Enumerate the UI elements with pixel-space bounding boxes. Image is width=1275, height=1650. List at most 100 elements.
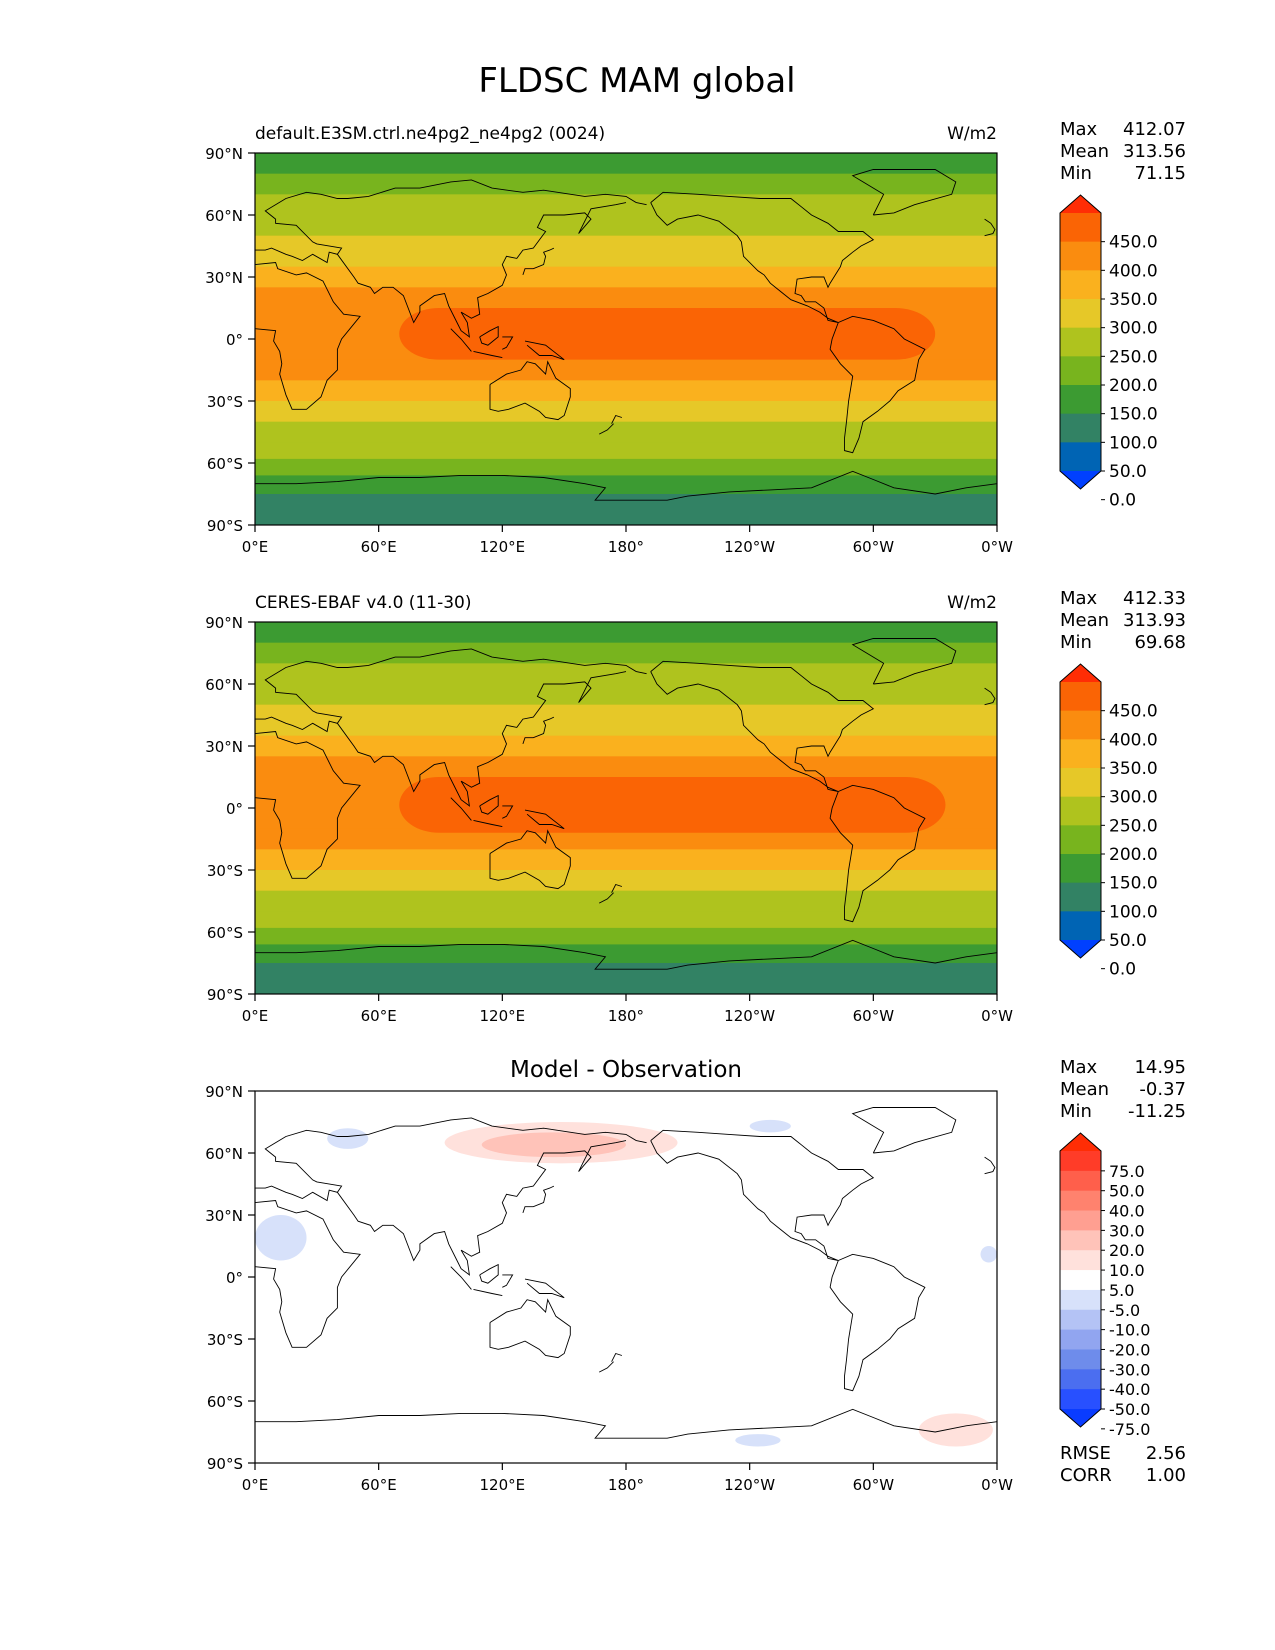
coastline: [337, 1140, 627, 1276]
colorbar-segment: [1060, 327, 1101, 357]
colorbar-segment: [1060, 299, 1101, 329]
colorbar-segment: [1060, 739, 1101, 769]
zonal-band: [255, 359, 997, 381]
zonal-band: [255, 704, 997, 737]
lon-tick-label: 60°E: [361, 1476, 397, 1494]
stat-label-mean: Mean: [1060, 141, 1109, 162]
coastline: [255, 1200, 361, 1348]
metric-label-rmse: RMSE: [1060, 1443, 1111, 1464]
colorbar-label: 10.0: [1109, 1261, 1145, 1280]
coastline: [489, 1298, 571, 1359]
colorbar-segment: [1060, 1389, 1101, 1410]
coastline: [650, 1129, 875, 1261]
lon-tick-label: 60°W: [853, 1007, 895, 1025]
coastline: [650, 191, 875, 323]
stat-value-mean: 313.93: [1123, 610, 1186, 631]
coastline: [611, 883, 623, 893]
colorbar-segment: [1060, 1151, 1101, 1172]
coastline: [611, 414, 623, 424]
coastline: [524, 340, 565, 361]
colorbar-segment: [1060, 1250, 1101, 1271]
colorbar-segment: [1060, 270, 1101, 300]
zonal-band: [255, 870, 997, 892]
zonal-band: [255, 890, 997, 912]
coastline: [502, 805, 514, 819]
coastline: [522, 716, 555, 745]
colorbar-label: -75.0: [1109, 1420, 1150, 1439]
anomaly-patch: [749, 1119, 791, 1133]
stat-value-mean: -0.37: [1139, 1079, 1186, 1100]
zonal-band: [255, 622, 997, 644]
coastline: [489, 829, 571, 890]
coastline: [337, 671, 627, 807]
stat-label-max: Max: [1060, 119, 1098, 140]
colorbar-segment: [1060, 1270, 1101, 1291]
colorbar-segment: [1060, 241, 1101, 271]
colorbar-segment: [1060, 1170, 1101, 1192]
colorbar-segment: [1060, 442, 1101, 472]
colorbar-segment: [1060, 1329, 1101, 1350]
lon-tick-label: 0°W: [981, 538, 1013, 556]
lat-tick-label: 30°S: [207, 1331, 243, 1349]
zonal-band: [255, 215, 997, 237]
lat-tick-label: 90°N: [205, 614, 243, 632]
colorbar-segment: [1060, 385, 1101, 415]
coastline: [255, 648, 647, 733]
coastline: [598, 1361, 614, 1373]
lat-tick-label: 60°N: [205, 1145, 243, 1163]
zonal-band: [255, 194, 997, 216]
panel-diff: Model - Observation 90°N 60°N 30°N 0° 30°S 60…: [205, 1057, 1186, 1494]
panel-ref: CERES-EBAF v4.0 (11-30) W/m2 90°N 60°N 30°…: [205, 588, 1186, 1025]
panel-ref-title: CERES-EBAF v4.0 (11-30): [255, 593, 471, 613]
lat-tick-label: 60°S: [207, 455, 243, 473]
colorbar-segment: [1060, 1369, 1101, 1390]
coastline: [522, 1185, 555, 1214]
colorbar-label: 450.0: [1109, 702, 1158, 722]
stat-value-mean: 313.56: [1123, 141, 1186, 162]
panel-ref-map: [255, 622, 997, 994]
colorbar-label: 75.0: [1109, 1162, 1145, 1181]
lon-tick-label: 120°E: [480, 1476, 526, 1494]
lon-tick-label: 60°E: [361, 538, 397, 556]
lat-tick-label: 0°: [226, 800, 243, 818]
colorbar-segment: [1060, 768, 1101, 798]
colorbar-label: -30.0: [1109, 1360, 1150, 1379]
colorbar-label: 150.0: [1109, 405, 1158, 425]
zonal-band: [255, 944, 997, 964]
zonal-band: [255, 828, 997, 850]
coastline: [473, 1288, 503, 1297]
panel-ref-units: W/m2: [947, 593, 997, 613]
lon-tick-label: 120°W: [724, 538, 775, 556]
colorbar-label: 20.0: [1109, 1241, 1145, 1260]
coastline: [829, 784, 926, 923]
stat-label-min: Min: [1060, 632, 1092, 653]
colorbar-segment: [1060, 1349, 1101, 1370]
coastline: [337, 202, 627, 338]
colorbar-segment: [1060, 854, 1101, 884]
colorbar-label: 0.0: [1109, 960, 1136, 980]
coastline: [984, 687, 996, 706]
coastline: [851, 638, 957, 685]
lon-tick-label: 0°E: [242, 1476, 269, 1494]
lon-tick-label: 0°E: [242, 1007, 269, 1025]
lat-tick-label: 60°N: [205, 207, 243, 225]
stat-value-min: 71.15: [1134, 163, 1186, 184]
colorbar-segment: [1060, 413, 1101, 443]
coastline: [851, 169, 957, 216]
anomaly-patch: [918, 1413, 993, 1447]
colorbar-label: 50.0: [1109, 1182, 1145, 1201]
colorbar-label: 30.0: [1109, 1221, 1145, 1240]
coastline: [255, 731, 361, 879]
lon-tick-label: 60°W: [853, 1476, 895, 1494]
coastline: [450, 328, 472, 352]
lat-tick-label: 90°N: [205, 1083, 243, 1101]
panel-diff-metrics: RMSE CORR 2.56 1.00: [1060, 1443, 1186, 1486]
anomaly-patch: [327, 1128, 369, 1149]
lat-tick-label: 60°N: [205, 676, 243, 694]
colorbar-label: 150.0: [1109, 874, 1158, 894]
zonal-band: [255, 235, 997, 268]
coastline: [489, 360, 571, 421]
panel-diff-map: [255, 1091, 997, 1463]
stat-label-max: Max: [1060, 1057, 1098, 1078]
